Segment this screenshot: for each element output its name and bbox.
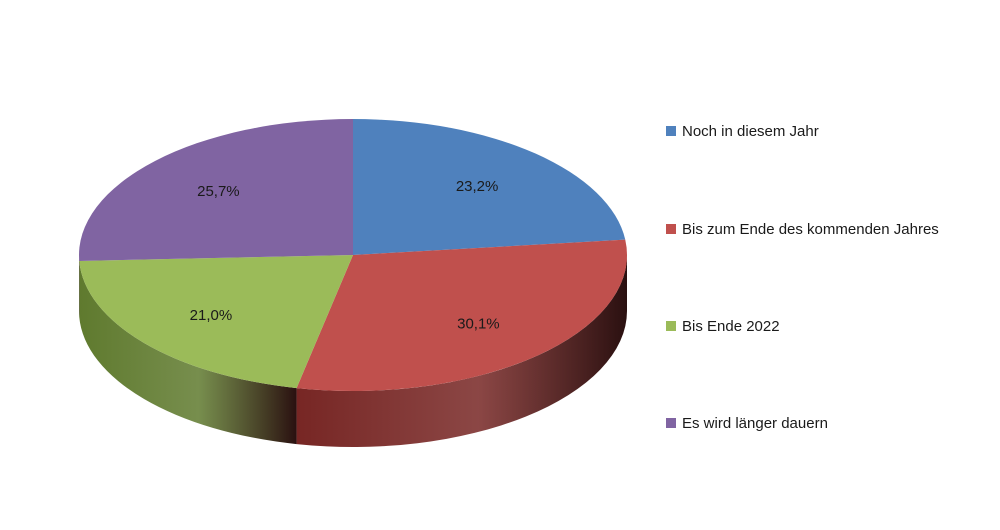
legend-label: Bis Ende 2022 xyxy=(682,317,780,335)
pie-side-bis-zum-ende-des-kommenden-jahres xyxy=(296,255,627,448)
data-label-es-wird-laenger-dauern: 25,7% xyxy=(197,183,240,200)
legend-item-noch-in-diesem-jahr: Noch in diesem Jahr xyxy=(666,121,819,141)
legend-label: Es wird länger dauern xyxy=(682,414,828,432)
data-label-noch-in-diesem-jahr: 23,2% xyxy=(456,178,499,195)
pie-side-bis-ende-2022 xyxy=(79,260,297,445)
legend-swatch xyxy=(666,126,676,136)
data-labels: 23,2% 30,1% 21,0% 25,7% xyxy=(190,178,500,332)
legend-swatch xyxy=(666,418,676,428)
legend-label: Noch in diesem Jahr xyxy=(682,122,819,140)
pie-slice-bis-zum-ende-des-kommenden-jahres xyxy=(296,239,627,392)
data-label-bis-zum-ende-des-kommenden-jahres: 30,1% xyxy=(457,315,500,332)
pie-sides xyxy=(79,255,627,448)
legend-item-es-wird-laenger-dauern: Es wird länger dauern xyxy=(666,413,828,433)
pie-slice-bis-ende-2022 xyxy=(79,255,353,389)
legend-item-bis-zum-ende-des-kommenden-jahres: Bis zum Ende des kommenden Jahres xyxy=(666,219,939,239)
legend-label: Bis zum Ende des kommenden Jahres xyxy=(682,220,939,238)
legend: Noch in diesem Jahr Bis zum Ende des kom… xyxy=(666,0,996,530)
data-label-bis-ende-2022: 21,0% xyxy=(190,307,233,324)
pie-slice-noch-in-diesem-jahr xyxy=(353,119,626,255)
pie-tops xyxy=(79,119,627,392)
legend-swatch xyxy=(666,224,676,234)
pie-slice-es-wird-laenger-dauern xyxy=(79,119,353,261)
legend-swatch xyxy=(666,321,676,331)
legend-item-bis-ende-2022: Bis Ende 2022 xyxy=(666,316,780,336)
